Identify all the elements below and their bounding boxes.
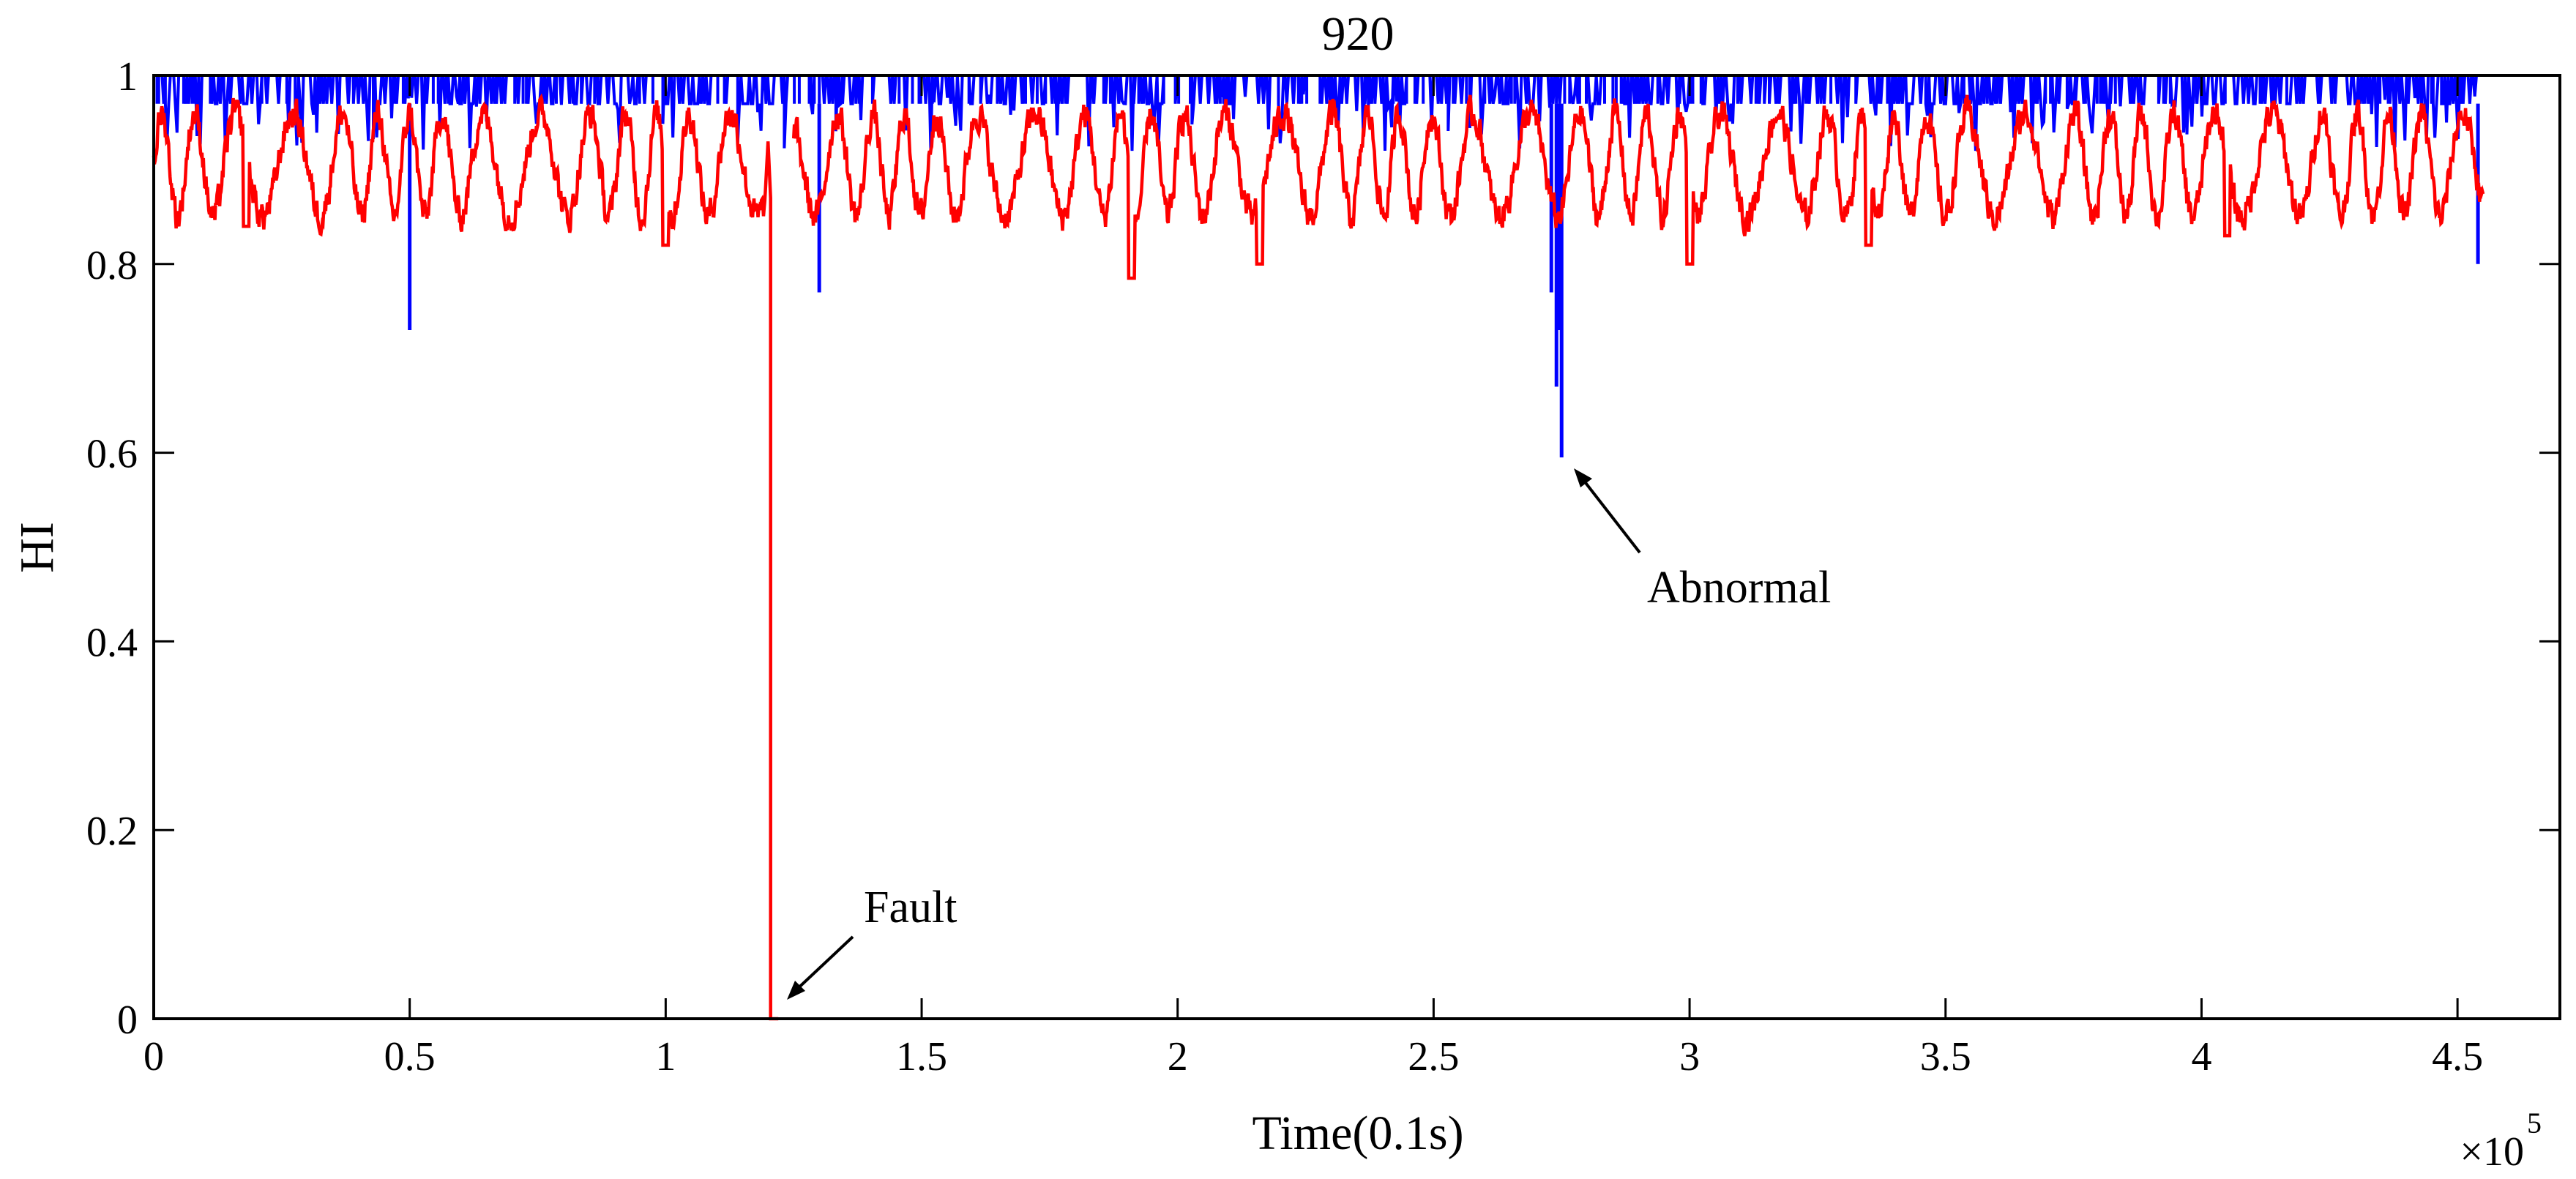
- x-multiplier-base: ×10: [2460, 1129, 2524, 1175]
- abnormal-annotation: Abnormal: [1574, 468, 1831, 613]
- red-series-line-pre-fault: [152, 93, 779, 1021]
- fault-arrow-head: [787, 981, 805, 1000]
- y-tick-label: 0.8: [86, 243, 138, 288]
- plot-area: [154, 75, 2560, 1019]
- x-tick-label: 0.5: [384, 1034, 436, 1079]
- y-axis-ticks: 0 0.2 0.4 0.6 0.8 1: [86, 54, 2560, 1043]
- x-tick-label: 4: [2191, 1034, 2211, 1079]
- abnormal-label: Abnormal: [1647, 563, 1831, 613]
- fault-arrow-line: [791, 935, 854, 995]
- red-series-line-post-fault: [791, 94, 2485, 280]
- x-axis-multiplier: ×10 5: [2460, 1107, 2542, 1175]
- y-tick-label: 0.6: [86, 432, 138, 477]
- y-axis-label: HI: [10, 522, 64, 573]
- abnormal-arrow-line: [1580, 476, 1641, 554]
- fault-annotation: Fault: [787, 883, 957, 1000]
- x-tick-label: 3: [1679, 1034, 1700, 1079]
- x-tick-label: 1.5: [896, 1034, 947, 1079]
- y-tick-label: 0.2: [86, 809, 138, 854]
- y-tick-label: 0: [117, 998, 138, 1043]
- blue-series-line: [154, 74, 2484, 151]
- fault-label: Fault: [864, 883, 957, 932]
- x-tick-label: 0: [143, 1034, 164, 1079]
- x-tick-label: 2: [1168, 1034, 1188, 1079]
- chart-title: 920: [1322, 7, 1395, 61]
- x-tick-label: 3.5: [1920, 1034, 1971, 1079]
- x-tick-label: 4.5: [2432, 1034, 2483, 1079]
- x-axis-ticks: 0 0.5 1 1.5 2 2.5 3 3.5 4 4.5: [143, 75, 2483, 1079]
- x-multiplier-exponent: 5: [2527, 1107, 2542, 1139]
- red-series: [152, 93, 2485, 1021]
- y-tick-label: 0.4: [86, 620, 138, 665]
- x-tick-label: 2.5: [1408, 1034, 1459, 1079]
- y-tick-label: 1: [117, 54, 138, 100]
- axes-box: [152, 74, 2561, 1020]
- abnormal-arrow-head: [1574, 468, 1592, 487]
- x-tick-label: 1: [655, 1034, 676, 1079]
- x-axis-label: Time(0.1s): [1252, 1107, 1463, 1160]
